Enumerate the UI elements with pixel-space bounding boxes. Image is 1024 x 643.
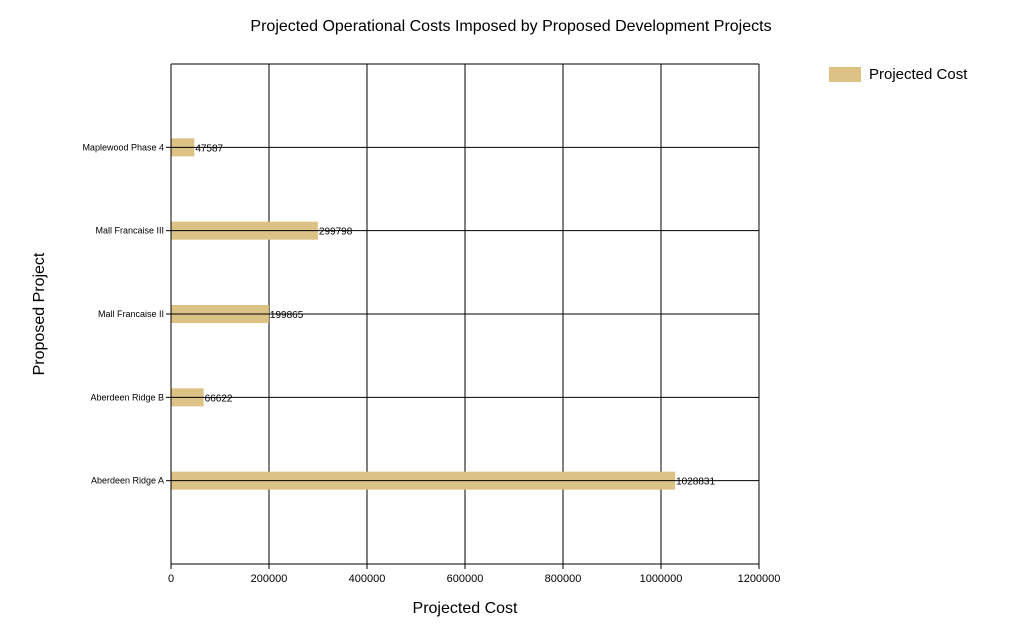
y-category-label: Mall Francaise II (98, 309, 164, 319)
x-tick-label: 600000 (447, 573, 484, 585)
y-category-label: Aberdeen Ridge B (90, 392, 164, 402)
x-tick-label: 0 (168, 573, 174, 585)
x-tick-label: 1200000 (738, 573, 781, 585)
data-label: 1028831 (676, 477, 715, 488)
axes: 0 200000 400000 600000 800000 1000000 1200000 A… (82, 64, 780, 585)
data-label: 66622 (205, 393, 233, 404)
y-axis-title: Proposed Project (31, 252, 48, 375)
x-tick-label: 1000000 (640, 573, 683, 585)
data-label: 299798 (319, 227, 353, 238)
y-category-label: Aberdeen Ridge A (91, 476, 164, 486)
x-tick-label: 400000 (349, 573, 386, 585)
category-gridlines (171, 146, 759, 482)
x-tick-label: 800000 (545, 573, 582, 585)
x-tick-label: 200000 (251, 573, 288, 585)
legend-label-projected-cost: Projected Cost (869, 66, 968, 83)
legend-swatch (829, 67, 861, 82)
y-category-label: Mall Francaise III (95, 226, 164, 236)
legend: Projected Cost (829, 66, 968, 83)
y-category-label: Maplewood Phase 4 (82, 142, 164, 152)
data-label: 47587 (195, 143, 223, 154)
bars (171, 138, 676, 490)
data-label: 199865 (270, 310, 304, 321)
chart-title: Projected Operational Costs Imposed by P… (250, 18, 771, 35)
data-labels: 1028831 66622 199865 299798 47587 (195, 143, 715, 487)
x-axis-title: Projected Cost (413, 600, 518, 617)
